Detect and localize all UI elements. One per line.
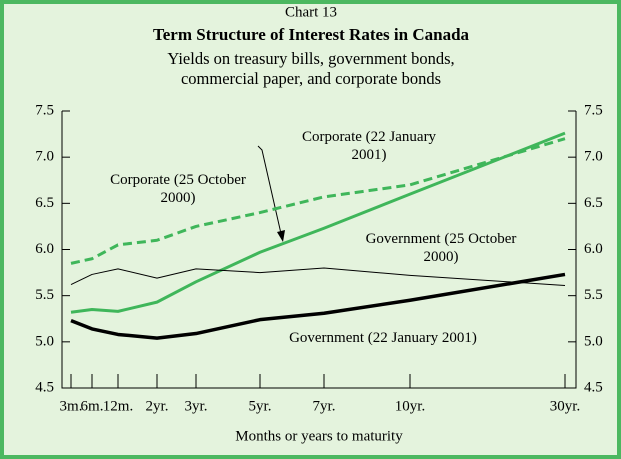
x-tick-label: 30yr. — [550, 398, 580, 414]
x-tick-label: 2yr. — [146, 398, 169, 414]
y-tick-label: 6.0 — [35, 241, 54, 257]
y-tick-label: 7.0 — [35, 149, 54, 165]
x-tick-label: 6m. — [81, 398, 104, 414]
x-tick-label: 3m. — [60, 398, 83, 414]
y-tick-label: 5.5 — [35, 287, 54, 303]
y2-tick-label: 6.0 — [584, 241, 603, 257]
series-line — [70, 131, 566, 314]
x-tick-label: 5yr. — [249, 398, 272, 414]
x-tick-label: 7yr. — [313, 398, 336, 414]
series-label: Government (25 October 2000) — [365, 231, 517, 265]
y2-tick-label: 5.5 — [584, 287, 603, 303]
y2-tick-label: 7.5 — [584, 102, 603, 118]
y-tick-label: 6.5 — [35, 195, 54, 211]
series-label: Corporate (25 October 2000) — [110, 172, 246, 206]
y-tick-label: 5.0 — [35, 333, 54, 349]
y-tick-label: 7.5 — [35, 102, 54, 118]
series-line — [70, 272, 566, 340]
y2-tick-label: 5.0 — [584, 333, 603, 349]
y-tick-label: 4.5 — [35, 379, 54, 395]
series-line — [70, 267, 566, 287]
y2-tick-label: 4.5 — [584, 379, 603, 395]
x-axis-label: Months or years to maturity — [235, 428, 403, 444]
y2-tick-label: 7.0 — [584, 149, 603, 165]
x-tick-label: 3yr. — [185, 398, 208, 414]
x-tick-label: 10yr. — [395, 398, 425, 414]
arrow-head — [277, 230, 285, 242]
y2-tick-label: 6.5 — [584, 195, 603, 211]
subtitle: Yields on treasury bills, government bon… — [167, 49, 454, 68]
chart-title: Term Structure of Interest Rates in Cana… — [153, 25, 470, 44]
series-line — [70, 137, 566, 265]
series-label: Corporate (22 January 2001) — [301, 129, 437, 163]
chart-label: Chart 13 — [285, 4, 337, 20]
series-label: Government (22 January 2001) — [289, 330, 477, 346]
subtitle: commercial paper, and corporate bonds — [181, 69, 441, 88]
x-tick-label: 12m. — [103, 398, 133, 414]
